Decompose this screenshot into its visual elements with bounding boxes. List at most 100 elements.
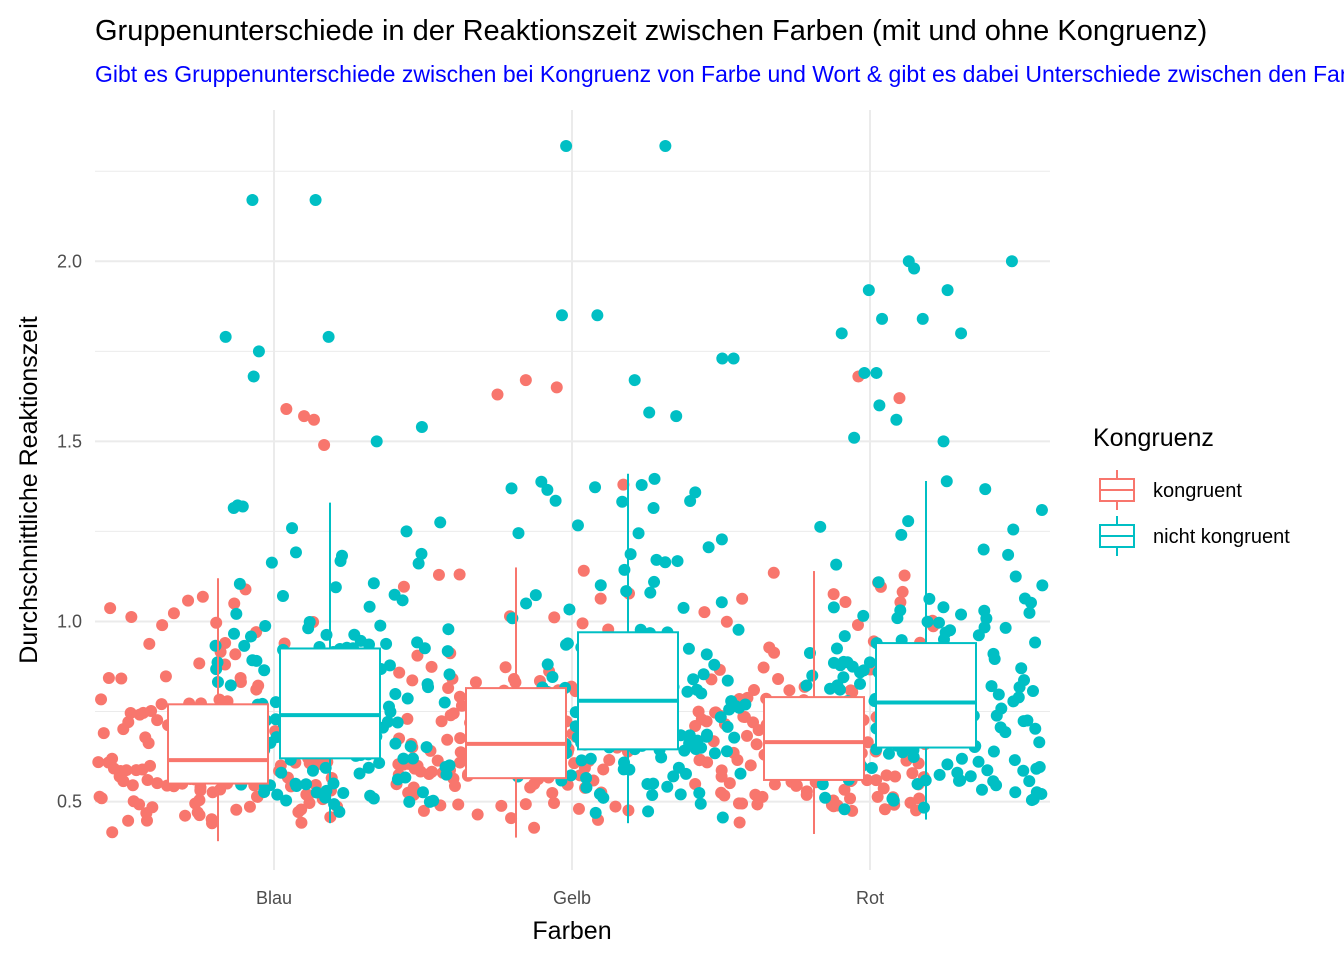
data-point — [594, 592, 607, 605]
data-point — [738, 711, 751, 724]
data-point — [693, 787, 706, 800]
data-point — [681, 685, 694, 698]
data-point — [334, 554, 347, 567]
data-point — [674, 788, 687, 801]
data-point — [752, 724, 765, 737]
outlier-point — [219, 330, 232, 343]
data-point — [589, 481, 602, 494]
data-point — [580, 772, 593, 785]
box — [577, 631, 679, 751]
data-point — [363, 600, 376, 613]
data-point — [397, 752, 410, 765]
data-point — [768, 778, 781, 791]
legend: Kongruenz kongruent nicht kongruent — [1093, 424, 1290, 556]
data-point — [214, 783, 227, 796]
data-point — [689, 719, 702, 732]
data-point — [906, 767, 919, 780]
data-point — [720, 615, 733, 628]
data-point — [865, 762, 878, 775]
data-point — [122, 814, 135, 827]
data-point — [143, 637, 156, 650]
data-point — [329, 581, 342, 594]
data-point — [839, 596, 852, 609]
data-point — [806, 669, 819, 682]
data-point — [1018, 674, 1031, 687]
outlier-point — [246, 194, 259, 207]
data-point — [453, 568, 466, 581]
data-point — [140, 814, 153, 827]
data-point — [1009, 570, 1022, 583]
data-point — [548, 611, 561, 624]
data-point — [126, 779, 139, 792]
data-point — [159, 670, 172, 683]
data-point — [647, 502, 660, 515]
data-point — [403, 795, 416, 808]
y-tick-label: 1.0 — [57, 611, 82, 631]
data-point — [102, 671, 115, 684]
outlier-point — [415, 420, 428, 433]
data-point — [1012, 691, 1025, 704]
data-point — [193, 809, 206, 822]
data-point — [687, 673, 700, 686]
data-point — [519, 798, 532, 811]
data-point — [259, 619, 272, 632]
boxplot-blau-nicht-kongruent — [279, 502, 381, 824]
data-point — [1007, 523, 1020, 536]
data-point — [671, 555, 684, 568]
data-point — [819, 791, 832, 804]
data-point — [732, 623, 745, 636]
data-point — [620, 585, 633, 598]
data-point — [432, 568, 445, 581]
outlier-point — [370, 435, 383, 448]
data-point — [580, 781, 593, 794]
data-point — [397, 580, 410, 593]
data-point — [404, 740, 417, 753]
data-point — [880, 769, 893, 782]
outlier-point — [890, 413, 903, 426]
box — [875, 642, 977, 749]
data-point — [838, 803, 851, 816]
data-point — [438, 696, 451, 709]
data-point — [955, 608, 968, 621]
data-point — [838, 783, 851, 796]
data-point — [182, 594, 195, 607]
data-point — [641, 777, 654, 790]
data-point — [469, 676, 482, 689]
data-point — [452, 798, 465, 811]
outlier-point — [955, 327, 968, 340]
data-point — [736, 592, 749, 605]
data-point — [194, 784, 207, 797]
data-point — [391, 716, 404, 729]
data-point — [442, 623, 455, 636]
data-point — [401, 692, 414, 705]
data-point — [854, 677, 867, 690]
data-point — [117, 775, 130, 788]
data-point — [441, 733, 454, 746]
outlier-point — [873, 399, 886, 412]
data-point — [139, 731, 152, 744]
data-point — [156, 619, 169, 632]
data-point — [246, 654, 259, 667]
data-point — [416, 786, 429, 799]
data-point — [979, 483, 992, 496]
data-point — [155, 698, 168, 711]
data-point — [851, 618, 864, 631]
data-point — [964, 770, 977, 783]
data-point — [442, 682, 455, 695]
data-point — [972, 629, 985, 642]
outlier-point — [862, 284, 875, 297]
data-point — [219, 636, 232, 649]
data-point — [751, 798, 764, 811]
data-point — [715, 786, 728, 799]
data-point — [624, 548, 637, 561]
outlier-point — [876, 312, 889, 325]
data-point — [300, 778, 313, 791]
data-point — [546, 786, 559, 799]
data-point — [406, 674, 419, 687]
data-point — [783, 684, 796, 697]
data-point — [276, 589, 289, 602]
data-point — [689, 486, 702, 499]
data-point — [816, 778, 829, 791]
data-point — [300, 788, 313, 801]
